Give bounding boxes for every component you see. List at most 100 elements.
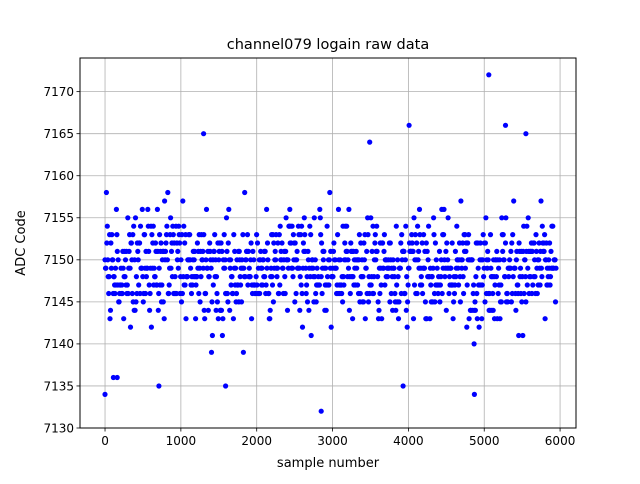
data-point [272,248,278,254]
y-tick-label: 7170 [43,85,74,99]
data-point [240,232,246,238]
data-point [373,257,379,263]
data-point [105,257,111,263]
data-point [312,257,318,263]
data-point [110,257,116,263]
data-point [250,248,256,254]
outlier-point [471,391,477,397]
data-point [128,240,134,246]
data-point [221,232,227,238]
data-point [405,299,411,305]
data-point [330,248,337,254]
data-point [103,265,109,271]
data-point [176,223,182,229]
data-point [156,290,162,297]
data-point [342,240,348,246]
data-point [538,265,545,271]
data-point [269,282,276,288]
data-point [445,215,451,221]
data-point [421,265,428,271]
data-point [243,257,249,263]
data-point [302,232,308,238]
data-point [339,290,345,297]
data-point [482,240,488,246]
data-point [290,232,296,238]
data-point [420,290,426,297]
data-point [331,240,337,246]
data-point [299,324,306,330]
data-point [502,240,509,246]
data-point [370,223,376,229]
data-point [287,206,293,212]
data-point [421,232,427,238]
data-point [534,290,540,297]
outlier-point [523,131,529,137]
data-point [500,232,506,238]
data-point [483,215,489,221]
data-point [106,274,112,280]
data-point [363,265,369,271]
data-point [515,282,521,288]
data-point [530,282,536,288]
data-point [165,189,171,196]
data-point [346,206,352,212]
data-point [452,282,458,288]
data-point [519,299,525,305]
data-point [219,332,225,339]
data-point [547,274,554,280]
data-point [132,307,138,313]
data-point [226,206,232,212]
data-point [402,290,408,297]
data-point [395,316,402,322]
data-point [179,232,185,238]
data-point [541,248,547,254]
data-point [111,274,117,280]
data-point [504,290,510,297]
data-point [513,307,519,313]
data-point [203,206,210,212]
data-point [437,282,443,288]
data-point [313,290,319,297]
data-point [327,189,333,196]
data-point [498,299,504,305]
data-point [193,316,199,322]
outlier-point [400,383,406,389]
data-point [275,240,281,246]
data-point [136,282,142,288]
data-point [402,257,408,263]
data-point [432,240,438,246]
data-point [280,265,286,271]
data-point [474,316,480,322]
data-point [474,290,480,297]
data-point [335,232,341,238]
data-point [245,282,251,288]
outlier-point [201,131,207,137]
data-point [484,265,490,271]
data-point [417,232,423,238]
data-point [333,265,339,271]
data-point [505,299,511,305]
data-point [401,248,407,254]
data-point [299,223,305,229]
data-point [454,223,460,229]
data-point [156,265,162,271]
data-point [108,265,114,271]
data-point [323,265,329,271]
data-point [266,290,272,297]
data-point [282,274,288,280]
data-point [340,299,346,305]
data-point [173,290,180,297]
data-point [318,274,324,280]
data-point [241,265,247,271]
data-point [204,265,210,271]
data-point [175,248,181,254]
data-point [372,232,378,238]
data-point [193,282,199,288]
data-point [435,290,441,297]
y-axis-label: ADC Code [14,210,29,275]
outlier-point [114,374,120,381]
data-point [370,290,377,297]
data-point [298,282,304,288]
data-point [191,257,197,263]
